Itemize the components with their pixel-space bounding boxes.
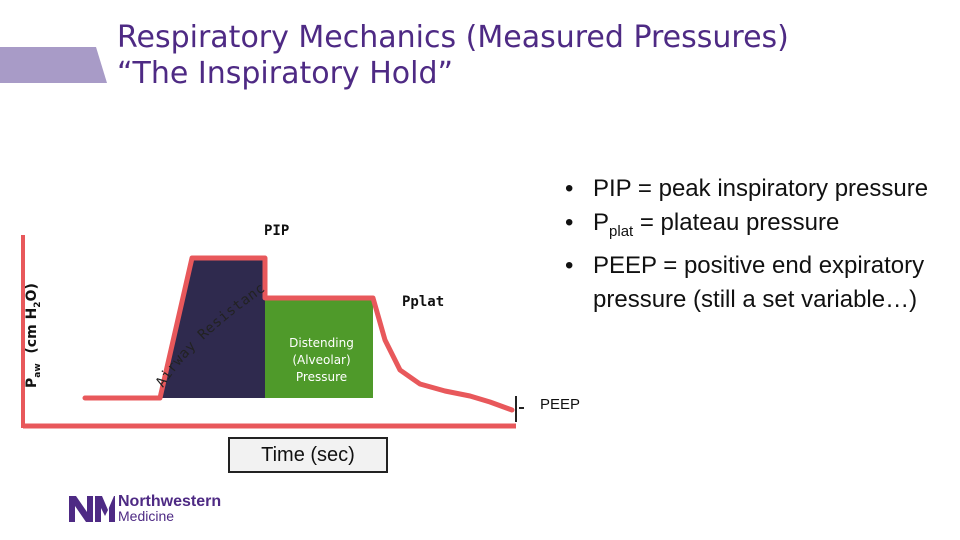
distending-pressure-region xyxy=(265,298,373,398)
title-line-1: Respiratory Mechanics (Measured Pressure… xyxy=(117,20,789,55)
time-axis-label: Time (sec) xyxy=(228,437,388,473)
bullet-pplat-prefix: P xyxy=(593,209,610,236)
distending-line-3: Pressure xyxy=(295,370,348,384)
peep-label: PEEP xyxy=(540,396,581,413)
distending-line-2: (Alveolar) xyxy=(292,353,351,367)
title-banner-shape xyxy=(0,47,107,83)
distending-pressure-label: Distending (Alveolar) Pressure xyxy=(275,335,368,386)
pressure-curve xyxy=(82,255,515,413)
bullet-pplat-sub: plat xyxy=(609,222,634,240)
logo-line-1: Northwestern xyxy=(118,493,222,510)
bullet-peep: PEEP = positive end expiratory pressure … xyxy=(565,249,945,317)
title-line-2: “The Inspiratory Hold” xyxy=(117,56,454,91)
pip-label: PIP xyxy=(264,223,290,239)
bullet-pip: PIP = peak inspiratory pressure xyxy=(565,172,945,206)
logo-line-2: Medicine xyxy=(118,508,175,524)
pplat-label: Pplat xyxy=(402,294,445,310)
distending-line-1: Distending xyxy=(289,336,354,350)
definition-list: PIP = peak inspiratory pressure Pplat = … xyxy=(565,172,945,317)
bullet-pplat-suffix: = plateau pressure xyxy=(633,209,840,236)
logo-text: Northwestern Medicine xyxy=(118,494,221,524)
northwestern-medicine-logo-icon xyxy=(69,496,115,522)
bullet-pplat: Pplat = plateau pressure xyxy=(565,206,945,249)
slide-title: Respiratory Mechanics (Measured Pressure… xyxy=(117,20,789,92)
